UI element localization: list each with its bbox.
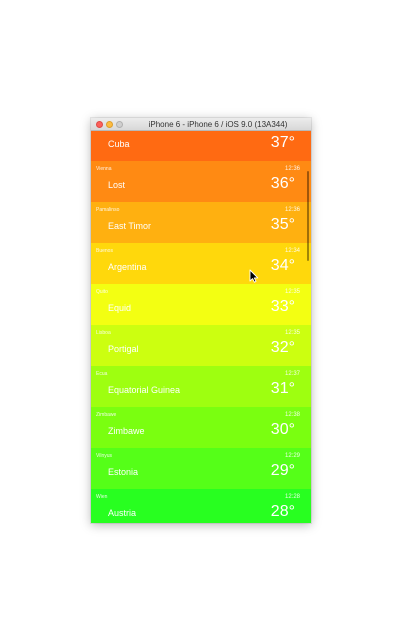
country-row[interactable]: HavanaCuba12:3637° bbox=[91, 131, 311, 161]
time-label: 12:29 bbox=[284, 453, 300, 459]
time-label: 12:36 bbox=[284, 207, 300, 213]
time-label: 12:37 bbox=[284, 371, 300, 377]
app-screen: HavanaCuba12:3637° Vienna Lost 12:36 36° Pama… bbox=[91, 131, 311, 523]
time-label: 12:36 bbox=[284, 166, 300, 172]
temperature-label: 36° bbox=[270, 175, 295, 192]
country-label: Zimbawe bbox=[108, 426, 145, 436]
country-row[interactable]: Vienna Lost 12:36 36° bbox=[91, 161, 311, 202]
window-title: iPhone 6 - iPhone 6 / iOS 9.0 (13A344) bbox=[148, 120, 288, 129]
country-row[interactable]: Lisboa Portigal 12:35 32° bbox=[91, 325, 311, 366]
temperature-label: 35° bbox=[270, 216, 295, 233]
capital-label: Quito bbox=[96, 289, 108, 295]
country-label: Austria bbox=[108, 508, 137, 518]
temperature-label: 37° bbox=[270, 134, 295, 151]
country-label: Equid bbox=[108, 303, 132, 313]
country-row[interactable]: Pamalinso East Timor 12:36 35° bbox=[91, 202, 311, 243]
country-label: Portigal bbox=[108, 344, 139, 354]
country-label: Cuba bbox=[108, 139, 130, 149]
capital-label: Zimbawe bbox=[96, 412, 117, 418]
capital-label: Pamalinso bbox=[96, 207, 120, 213]
capital-label: Vienna bbox=[96, 166, 112, 172]
time-label: 12:34 bbox=[284, 248, 300, 254]
country-label: Argentina bbox=[108, 262, 147, 272]
capital-label: Buenos bbox=[96, 248, 113, 254]
country-row[interactable]: Zimbawe Zimbawe 12:38 30° bbox=[91, 407, 311, 448]
scroll-indicator bbox=[307, 171, 309, 261]
temperature-label: 30° bbox=[270, 421, 295, 438]
capital-label: Ecua bbox=[96, 371, 108, 377]
temperature-label: 34° bbox=[270, 257, 295, 274]
close-window-button[interactable] bbox=[96, 121, 103, 128]
minimize-window-button[interactable] bbox=[106, 121, 113, 128]
country-row[interactable]: Wien Austria 12:28 28° bbox=[91, 489, 311, 523]
time-label: 12:35 bbox=[284, 330, 300, 336]
capital-label: Lisboa bbox=[96, 330, 111, 336]
mouse-pointer-icon bbox=[249, 269, 259, 283]
simulator-window: iPhone 6 - iPhone 6 / iOS 9.0 (13A344) H… bbox=[91, 118, 311, 523]
time-label: 12:38 bbox=[284, 412, 300, 418]
country-row[interactable]: Quito Equid 12:35 33° bbox=[91, 284, 311, 325]
capital-label: Vilnyus bbox=[96, 453, 113, 459]
country-row[interactable]: Buenos Argentina 12:34 34° bbox=[91, 243, 311, 284]
country-row[interactable]: Ecua Equatorial Guinea 12:37 31° bbox=[91, 366, 311, 407]
country-label: Estonia bbox=[108, 467, 139, 477]
zoom-window-button[interactable] bbox=[116, 121, 123, 128]
temperature-label: 29° bbox=[270, 462, 295, 479]
time-label: 12:28 bbox=[284, 494, 300, 500]
country-row[interactable]: Vilnyus Estonia 12:29 29° bbox=[91, 448, 311, 489]
time-label: 12:35 bbox=[284, 289, 300, 295]
temperature-label: 33° bbox=[270, 298, 295, 315]
temperature-label: 32° bbox=[270, 339, 295, 356]
temperature-label: 31° bbox=[270, 380, 295, 397]
temperature-label: 28° bbox=[270, 503, 295, 520]
window-titlebar[interactable]: iPhone 6 - iPhone 6 / iOS 9.0 (13A344) bbox=[91, 118, 311, 131]
country-label: Equatorial Guinea bbox=[108, 385, 181, 395]
country-label: Lost bbox=[108, 180, 126, 190]
country-label: East Timor bbox=[108, 221, 152, 231]
country-list[interactable]: HavanaCuba12:3637° Vienna Lost 12:36 36° Pama… bbox=[91, 131, 311, 523]
capital-label: Wien bbox=[96, 494, 108, 500]
